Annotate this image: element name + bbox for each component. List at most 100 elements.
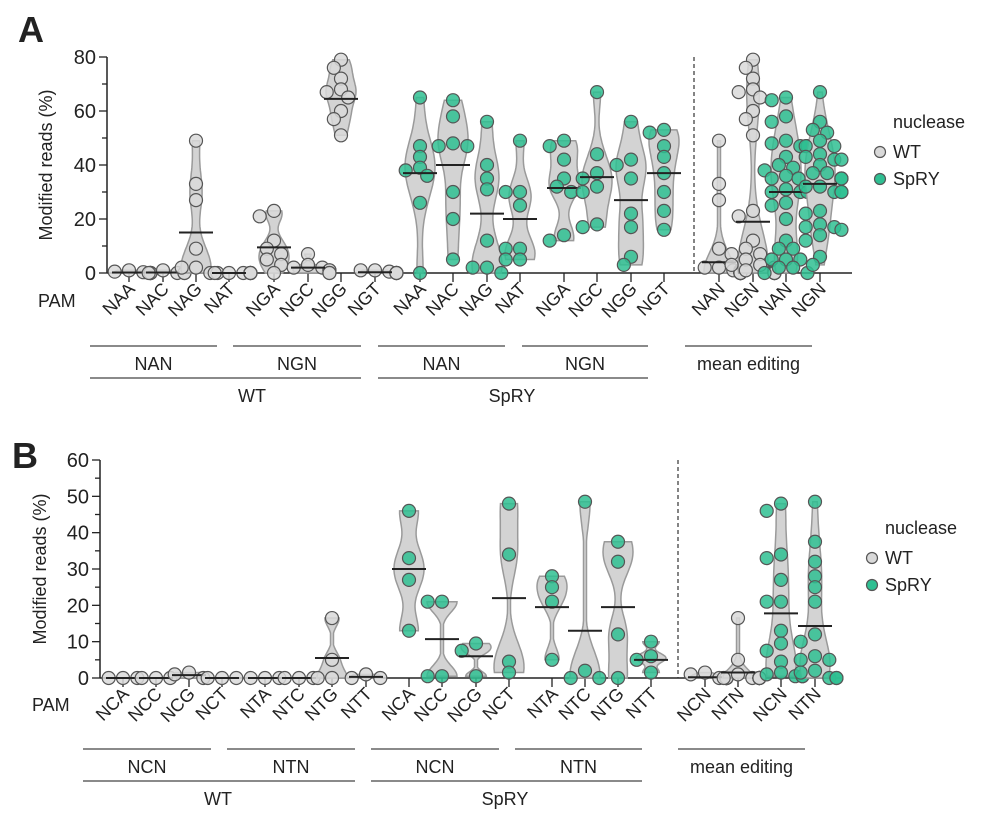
nuclease-group-label: WT — [238, 386, 266, 406]
data-point-spry — [445, 184, 461, 200]
y-tick-label: 20 — [74, 209, 96, 231]
data-point-wt — [188, 241, 204, 256]
violin — [316, 617, 348, 679]
data-point-spry — [778, 182, 794, 197]
data-point-spry — [798, 149, 813, 164]
nuclease-group-label: SpRY — [482, 789, 529, 809]
violin-group: NAC — [422, 93, 475, 320]
x-tick-label: NCT — [192, 684, 232, 724]
data-point-wt — [738, 111, 753, 127]
legend-entry: WT — [893, 142, 921, 162]
x-tick-label: NTA — [523, 684, 562, 723]
data-point-spry — [793, 652, 808, 667]
group-label: NGN — [277, 354, 317, 374]
violin — [393, 510, 425, 632]
y-tick-label: 40 — [74, 155, 96, 177]
x-tick-label: NTT — [337, 684, 376, 723]
data-point-spry — [778, 195, 794, 210]
data-point-wt — [181, 665, 197, 680]
data-point-wt — [738, 60, 753, 75]
data-point-spry — [398, 163, 413, 178]
y-tick-label: 60 — [67, 450, 89, 472]
data-point-spry — [642, 125, 657, 140]
data-point-spry — [434, 669, 450, 684]
violin-group: NAT — [491, 133, 537, 318]
data-point-spry — [412, 90, 428, 105]
data-point-wt — [344, 670, 359, 686]
panel-letter: A — [18, 9, 44, 50]
data-point-spry — [498, 252, 513, 267]
data-point-spry — [771, 157, 786, 173]
legend-title: nuclease — [893, 112, 965, 132]
data-point-spry — [764, 198, 779, 213]
data-point-wt — [358, 667, 374, 682]
data-point-spry — [656, 203, 672, 218]
data-point-spry — [401, 550, 417, 566]
x-tick-label: NGG — [308, 279, 351, 322]
violin-group: NTT — [622, 634, 668, 723]
data-point-spry — [479, 157, 495, 173]
legend-entry: SpRY — [893, 169, 940, 189]
data-point-spry — [610, 554, 626, 569]
x-tick-label: NAC — [132, 279, 173, 320]
x-tick-label: NAN — [755, 279, 796, 320]
data-point-spry — [798, 233, 813, 248]
data-point-spry — [759, 667, 774, 682]
y-tick-label: 20 — [67, 595, 89, 617]
data-point-spry — [807, 627, 823, 642]
data-point-wt — [310, 670, 325, 686]
data-point-spry — [773, 665, 789, 680]
violin — [615, 121, 647, 266]
data-point-spry — [468, 669, 484, 684]
data-point-spry — [778, 133, 794, 148]
violin — [404, 96, 436, 274]
data-point-spry — [445, 211, 461, 227]
data-point-wt — [711, 133, 727, 148]
data-point-spry — [786, 241, 801, 256]
data-point-spry — [778, 109, 794, 124]
x-tick-label: NCG — [443, 684, 485, 726]
data-point-spry — [643, 665, 659, 680]
data-point-wt — [259, 252, 274, 267]
data-point-spry — [812, 84, 828, 100]
data-point-spry — [834, 184, 849, 200]
data-point-wt — [367, 263, 383, 278]
data-point-spry — [401, 623, 417, 638]
data-point-spry — [807, 663, 823, 678]
violin-group: NAA — [390, 90, 437, 319]
legend-entry: SpRY — [885, 575, 932, 595]
data-point-spry — [778, 211, 794, 227]
x-tick-label: NAA — [99, 279, 139, 319]
y-tick-label: 0 — [78, 668, 89, 690]
data-point-spry — [468, 636, 484, 651]
violin-group: NTC — [555, 494, 607, 724]
data-point-spry — [805, 166, 820, 181]
x-tick-label: NTN — [708, 684, 748, 724]
violin-group: NGC — [275, 247, 337, 321]
data-point-spry — [420, 594, 435, 609]
data-point-spry — [454, 643, 469, 658]
data-point-spry — [498, 184, 513, 200]
data-point-wt — [300, 257, 316, 272]
data-point-spry — [778, 168, 794, 183]
x-tick-label: NAT — [491, 279, 530, 318]
data-point-spry — [592, 670, 607, 686]
data-point-spry — [759, 594, 774, 609]
data-point-spry — [542, 139, 557, 154]
data-point-spry — [820, 166, 835, 181]
data-point-wt — [121, 263, 137, 278]
group-label: NAN — [134, 354, 172, 374]
data-point-wt — [730, 610, 746, 626]
x-tick-label: NTG — [301, 684, 342, 725]
data-point-spry — [807, 580, 823, 595]
data-point-spry — [610, 534, 626, 549]
violin-group: NCA — [378, 503, 426, 725]
data-point-spry — [563, 670, 578, 686]
data-point-spry — [577, 663, 593, 678]
x-tick-label: NGN — [787, 279, 829, 321]
data-point-wt — [326, 60, 341, 75]
y-tick-label: 0 — [85, 263, 96, 285]
data-point-wt — [716, 670, 731, 686]
x-tick-label: NAN — [688, 279, 729, 320]
data-point-spry — [812, 179, 828, 194]
